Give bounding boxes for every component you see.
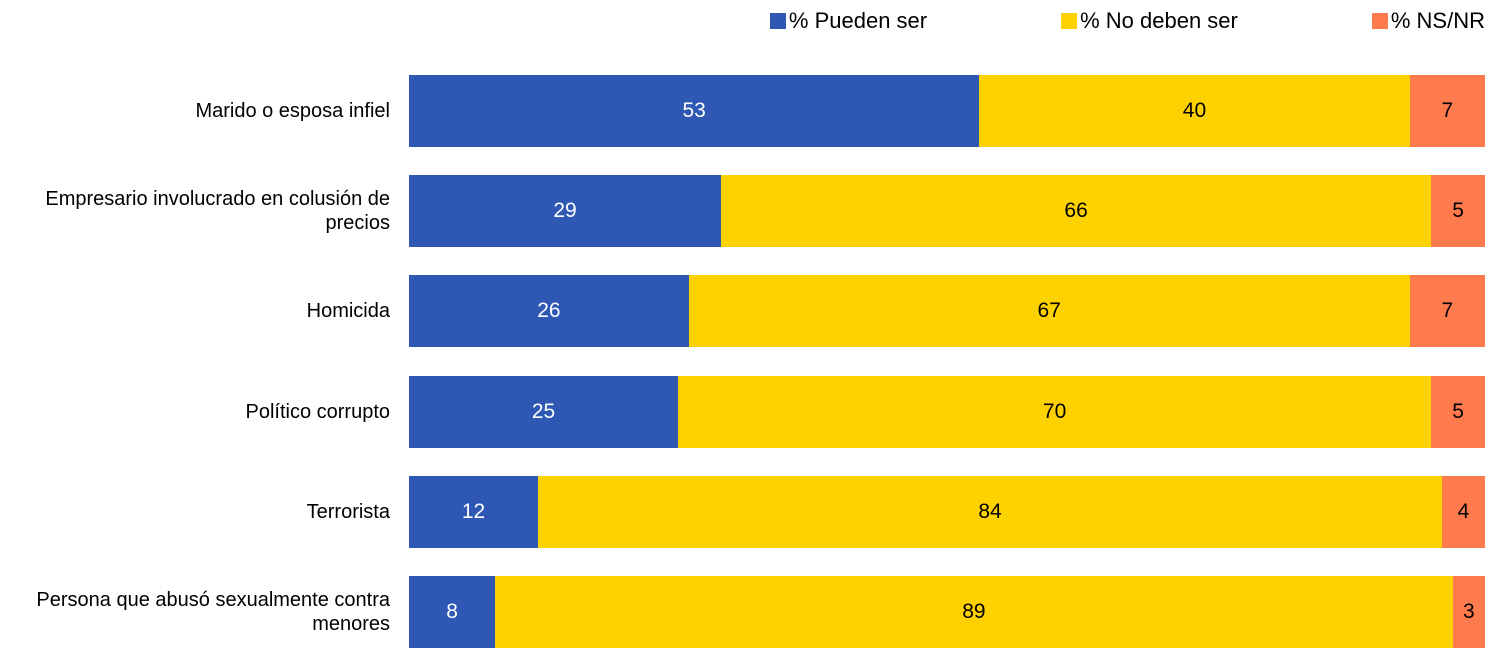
bar-segment: 40 bbox=[979, 75, 1410, 147]
data-label: 84 bbox=[978, 499, 1002, 523]
bar-segment: 89 bbox=[495, 576, 1453, 648]
category-label: Persona que abusó sexualmente contra men… bbox=[36, 589, 390, 635]
data-label: 53 bbox=[682, 99, 706, 122]
data-label: 66 bbox=[1064, 199, 1088, 223]
bar-segment: 8 bbox=[409, 576, 496, 648]
data-label: 25 bbox=[531, 399, 556, 423]
data-label: 7 bbox=[1441, 99, 1454, 122]
bar-segment: 7 bbox=[1409, 75, 1485, 147]
data-label: 40 bbox=[1182, 99, 1207, 122]
category-label: Marido o esposa infiel bbox=[195, 100, 390, 122]
legend-label: % NS/NR bbox=[1390, 8, 1485, 33]
legend-item: % No deben ser bbox=[1061, 8, 1238, 34]
data-label: 8 bbox=[446, 600, 458, 623]
bar-segment: 4 bbox=[1441, 475, 1485, 548]
legend-label: % No deben ser bbox=[1080, 8, 1238, 33]
data-label: 89 bbox=[962, 600, 986, 623]
bar-segment: 53 bbox=[409, 75, 980, 147]
data-label: 5 bbox=[1452, 199, 1464, 223]
bar-segment: 66 bbox=[721, 175, 1432, 248]
bar-segment: 3 bbox=[1452, 576, 1485, 648]
legend-label: % Pueden ser bbox=[788, 8, 928, 33]
bar-segment: 5 bbox=[1431, 175, 1485, 248]
legend-swatch bbox=[1061, 13, 1078, 29]
bar-segment: 70 bbox=[678, 375, 1432, 448]
category-label: Terrorista bbox=[306, 500, 390, 523]
category-label: Empresario involucrado en colusión de pr… bbox=[45, 188, 390, 235]
category-label: Político corrupto bbox=[245, 400, 390, 423]
bar-segment: 84 bbox=[538, 475, 1442, 548]
data-label: 70 bbox=[1042, 399, 1067, 423]
data-label: 3 bbox=[1463, 600, 1475, 623]
bar-segment: 29 bbox=[409, 175, 722, 248]
data-label: 5 bbox=[1452, 399, 1464, 423]
bar-segment: 26 bbox=[409, 275, 689, 348]
data-label: 29 bbox=[553, 199, 577, 223]
bar-segment: 12 bbox=[409, 475, 539, 548]
legend: % Pueden ser % No deben ser % NS/NR bbox=[769, 8, 1485, 34]
data-label: 4 bbox=[1457, 499, 1470, 523]
bar-segment: 25 bbox=[409, 375, 678, 448]
legend-swatch bbox=[769, 13, 786, 29]
legend-swatch bbox=[1371, 13, 1388, 29]
category-label: Homicida bbox=[306, 300, 390, 323]
data-label: 7 bbox=[1441, 299, 1454, 323]
bar-segment: 5 bbox=[1431, 375, 1485, 448]
bar-segment: 7 bbox=[1409, 275, 1485, 348]
data-label: 67 bbox=[1037, 299, 1061, 323]
legend-item: % NS/NR bbox=[1371, 8, 1485, 34]
data-label: 26 bbox=[537, 299, 561, 323]
bar-segment: 67 bbox=[688, 275, 1410, 348]
data-label: 12 bbox=[461, 499, 486, 523]
legend-item: % Pueden ser bbox=[769, 8, 928, 34]
